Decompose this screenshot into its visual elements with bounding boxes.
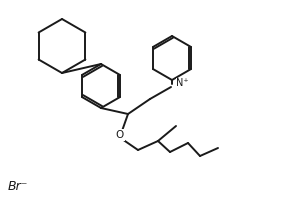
Text: Br⁻: Br⁻ [8,180,28,193]
Text: O: O [116,130,124,140]
Text: N⁺: N⁺ [176,78,189,88]
